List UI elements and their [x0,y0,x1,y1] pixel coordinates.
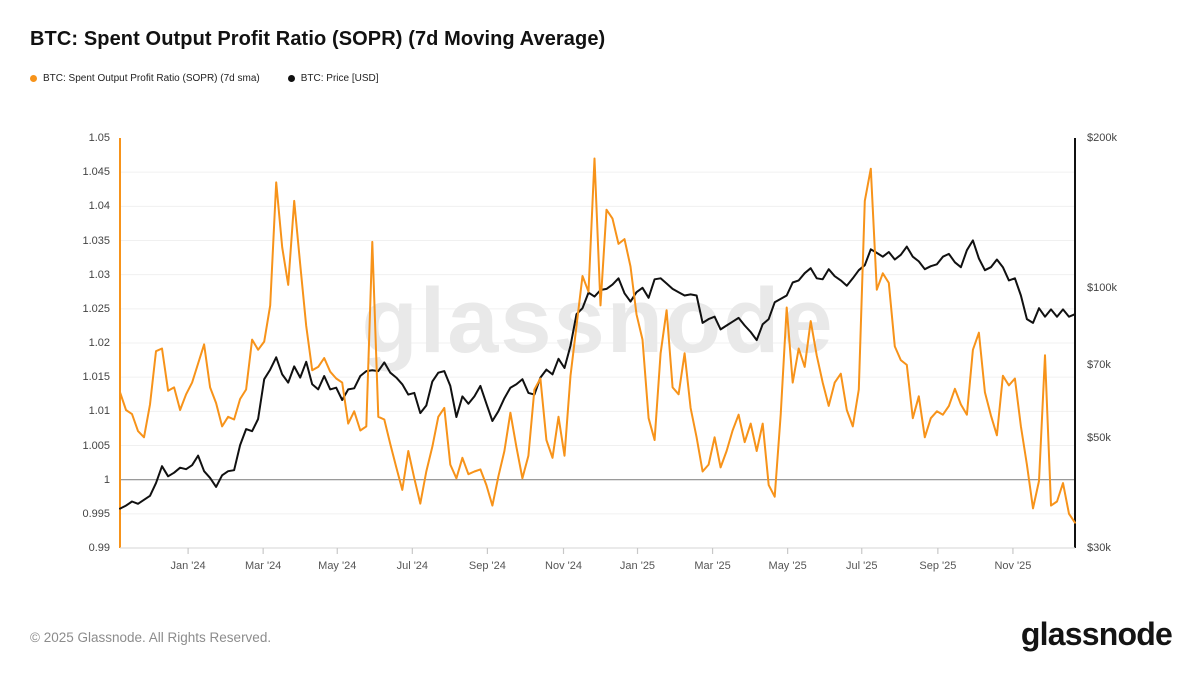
y-right-tick-label: $100k [1087,281,1117,294]
price-line-series [119,239,1076,510]
y-left-tick-label: 1.04 [88,200,110,213]
y-left-tick-label: 1.03 [88,268,110,281]
chart-legend: BTC: Spent Output Profit Ratio (SOPR) (7… [30,73,379,84]
y-left-tick-label: 1.005 [82,439,110,452]
x-tick-label: Jul '25 [846,560,878,572]
sopr-series-dot-icon [30,75,37,82]
y-left-tick-label: 0.995 [82,507,110,520]
y-right-tick-label: $200k [1087,132,1117,144]
x-tick-label: Sep '24 [468,560,506,572]
price-series-dot-icon [287,75,295,82]
y-right-tick-label: $70k [1087,358,1111,371]
y-left-tick-label: 1 [103,473,110,486]
y-left-tick-label: 1.05 [88,132,110,144]
glassnode-logo[interactable]: glassnode [1020,616,1173,652]
y-right-tick-label: $50k [1087,431,1111,444]
x-tick-label: Jul '24 [396,560,429,572]
y-left-tick-label: 1.01 [88,405,110,418]
legend-item-price[interactable]: BTC: Price [USD] [287,73,379,84]
y-left-tick-label: 1.025 [82,302,110,315]
x-tick-label: Mar '24 [244,560,282,572]
y-left-tick-label: 1.015 [82,371,110,384]
x-tick-label: May '24 [318,560,357,572]
x-tick-label: Sep '25 [919,560,957,572]
x-tick-label: May '25 [768,560,807,572]
glassnode-watermark: glassnode [361,270,834,372]
sopr-line-series [119,157,1076,524]
axes [119,138,1076,554]
x-tick-label: Nov '24 [545,560,582,572]
x-tick-label: Jan '25 [619,560,656,572]
y-left-tick-label: 0.99 [88,542,110,554]
x-tick-label: Nov '25 [994,560,1032,572]
x-tick-label: Mar '25 [694,560,731,572]
x-tick-label: Jan '24 [170,560,206,572]
legend-label-sopr: BTC: Spent Output Profit Ratio (SOPR) (7… [43,73,260,84]
page-title: BTC: Spent Output Profit Ratio (SOPR) (7… [30,28,606,50]
y-left-tick-label: 1.02 [88,337,110,349]
legend-label-price: BTC: Price [USD] [300,73,379,84]
y-left-tick-label: 1.035 [82,234,110,247]
copyright-text: © 2025 Glassnode. All Rights Reserved. [30,630,272,645]
legend-item-sopr[interactable]: BTC: Spent Output Profit Ratio (SOPR) (7… [30,73,260,84]
y-right-tick-label: $30k [1087,542,1111,554]
y-left-tick-label: 1.045 [82,166,110,179]
